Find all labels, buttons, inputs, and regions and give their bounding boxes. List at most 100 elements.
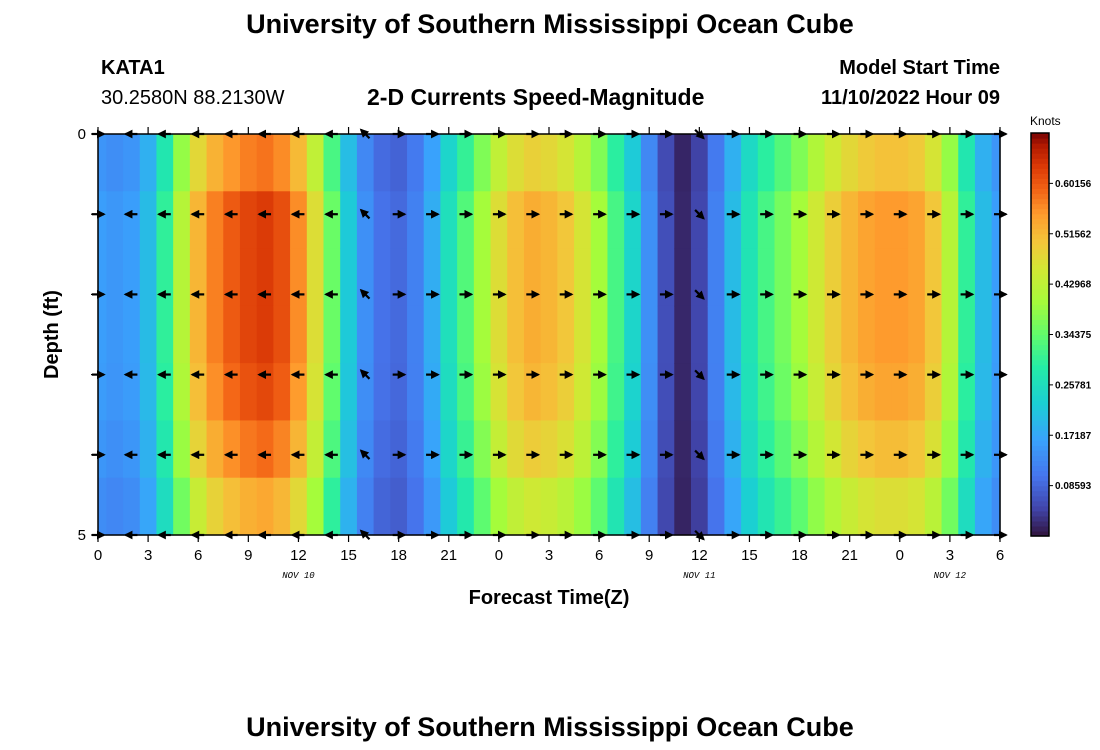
model-start-value: 11/10/2022 Hour 09 bbox=[820, 87, 1000, 109]
heatmap-cell bbox=[123, 477, 141, 536]
heatmap-cell bbox=[239, 191, 258, 250]
heatmap-cell bbox=[306, 248, 325, 307]
heatmap-cell bbox=[473, 363, 492, 422]
heatmap-cell bbox=[323, 477, 341, 536]
colorbar-segment bbox=[1031, 445, 1049, 451]
heatmap-cell bbox=[473, 191, 492, 250]
colorbar-segment bbox=[1031, 379, 1049, 386]
heatmap-cell bbox=[189, 363, 208, 422]
heatmap-cell bbox=[557, 134, 575, 192]
heatmap-cell bbox=[490, 420, 508, 479]
current-vector-arrow bbox=[359, 449, 371, 460]
heatmap-cell bbox=[507, 363, 525, 422]
heatmap-cell bbox=[490, 477, 508, 536]
heatmap-cell bbox=[540, 363, 558, 422]
heatmap-cell bbox=[507, 477, 525, 536]
heatmap-cell bbox=[306, 134, 325, 192]
heatmap-cell bbox=[974, 134, 993, 192]
heatmap-cells bbox=[98, 134, 1001, 536]
x-tick-label: 3 bbox=[545, 547, 553, 564]
heatmap-cell bbox=[173, 134, 191, 192]
heatmap-cell bbox=[256, 363, 274, 422]
heatmap-cell bbox=[841, 420, 859, 479]
colorbar-segment bbox=[1031, 405, 1049, 411]
heatmap-cell bbox=[874, 477, 893, 536]
heatmap-cell bbox=[106, 248, 124, 307]
x-tick-label: 0 bbox=[94, 547, 102, 564]
heatmap-cell bbox=[473, 477, 492, 536]
heatmap-cell bbox=[557, 420, 575, 479]
heatmap-cell bbox=[657, 477, 675, 536]
colorbar-segment bbox=[1031, 284, 1049, 290]
heatmap-cell bbox=[407, 363, 425, 422]
heatmap-cell bbox=[356, 363, 375, 422]
heatmap-cell bbox=[724, 420, 742, 479]
heatmap-cell bbox=[340, 248, 358, 307]
x-tick-label: 9 bbox=[244, 547, 252, 564]
heatmap-cell bbox=[139, 248, 158, 307]
colorbar-segment bbox=[1031, 465, 1049, 472]
heatmap-cell bbox=[356, 191, 375, 250]
colorbar-segment bbox=[1031, 399, 1049, 406]
heatmap-cell bbox=[373, 477, 391, 536]
x-tick-label: 6 bbox=[194, 547, 202, 564]
heatmap-cell bbox=[523, 134, 542, 192]
heatmap-cell bbox=[574, 305, 592, 364]
heatmap-cell bbox=[991, 305, 1001, 364]
heatmap-cell bbox=[507, 191, 525, 250]
heatmap-cell bbox=[724, 191, 742, 250]
heatmap-cell bbox=[674, 191, 692, 250]
heatmap-cell bbox=[189, 420, 208, 479]
heatmap-cell bbox=[574, 134, 592, 192]
heatmap-cell bbox=[407, 134, 425, 192]
heatmap-cell bbox=[123, 363, 141, 422]
heatmap-cell bbox=[156, 420, 174, 479]
heatmap-cell bbox=[974, 305, 993, 364]
heatmap-cell bbox=[273, 477, 291, 536]
heatmap-cell bbox=[156, 477, 174, 536]
heatmap-cell bbox=[223, 191, 241, 250]
heatmap-cell bbox=[841, 191, 859, 250]
heatmap-cell bbox=[189, 191, 208, 250]
x-tick-label: 21 bbox=[440, 547, 457, 564]
colorbar-segment bbox=[1031, 314, 1049, 320]
heatmap-cell bbox=[640, 477, 659, 536]
heatmap-cell bbox=[189, 477, 208, 536]
colorbar-segment bbox=[1031, 294, 1049, 300]
heatmap-cell bbox=[356, 248, 375, 307]
heatmap-cell bbox=[807, 248, 826, 307]
chart-axes: 0 3 6 9 12 15 18 21 0 3 6 9 12 15 18 21 0 3 6 NOV 10 NOV 11 N… bbox=[41, 126, 1007, 609]
heatmap-cell bbox=[707, 363, 725, 422]
colorbar-segment bbox=[1031, 344, 1049, 351]
colorbar-segment bbox=[1031, 415, 1049, 421]
heatmap-cell bbox=[590, 191, 609, 250]
heatmap-cell bbox=[858, 420, 876, 479]
heatmap-cell bbox=[423, 420, 442, 479]
x-tick-label: 6 bbox=[996, 547, 1004, 564]
footer-title: University of Southern Mississippi Ocean… bbox=[246, 712, 854, 742]
heatmap-cell bbox=[290, 134, 308, 192]
colorbar-segment bbox=[1031, 510, 1049, 517]
heatmap-cell bbox=[139, 420, 158, 479]
heatmap-cell bbox=[824, 134, 842, 192]
heatmap-cell bbox=[557, 477, 575, 536]
heatmap-cell bbox=[173, 191, 191, 250]
colorbar-title: Knots bbox=[1030, 114, 1061, 128]
heatmap-cell bbox=[507, 134, 525, 192]
heatmap-cell bbox=[290, 420, 308, 479]
current-vector-arrow bbox=[359, 208, 371, 220]
heatmap-cell bbox=[139, 477, 158, 536]
heatmap-cell bbox=[457, 248, 475, 307]
heatmap-cell bbox=[98, 134, 107, 192]
heatmap-cell bbox=[908, 248, 926, 307]
heatmap-cell bbox=[273, 420, 291, 479]
heatmap-cell bbox=[306, 191, 325, 250]
heatmap-cell bbox=[423, 305, 442, 364]
heatmap-cell bbox=[123, 248, 141, 307]
heatmap-cell bbox=[757, 363, 776, 422]
heatmap-cell bbox=[858, 363, 876, 422]
heatmap-cell bbox=[607, 191, 625, 250]
station-id: KATA1 bbox=[101, 57, 165, 79]
colorbar-segment bbox=[1031, 525, 1049, 532]
